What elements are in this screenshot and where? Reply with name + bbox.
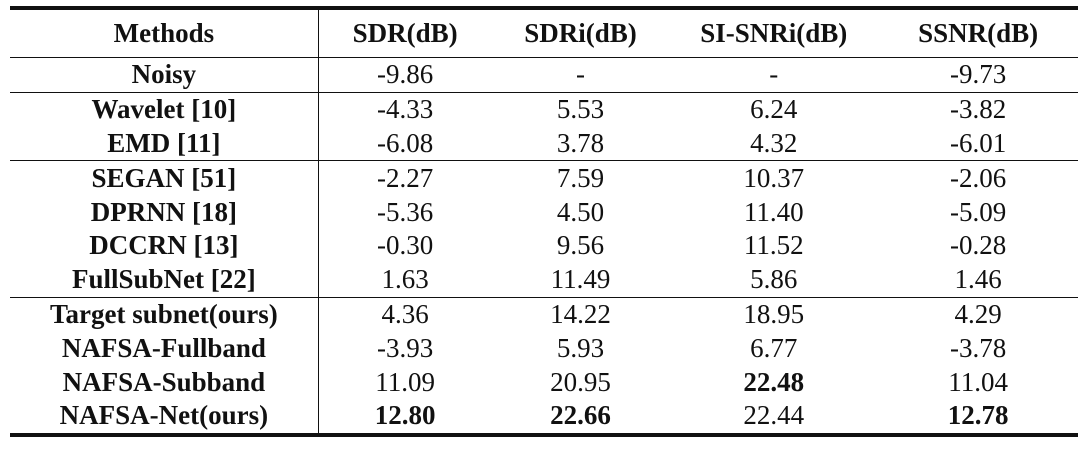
method-cell: Target subnet(ours) — [10, 297, 319, 332]
table-row: SEGAN [51] -2.27 7.59 10.37 -2.06 — [10, 160, 1078, 196]
ssnr-cell: 1.46 — [954, 264, 1002, 295]
sdr-cell: -6.08 — [377, 127, 434, 158]
si-snri-cell: 6.24 — [750, 94, 798, 125]
sdr-cell: 12.80 — [374, 400, 436, 431]
method-cell: NAFSA-Fullband — [10, 331, 319, 366]
ssnr-cell: -2.06 — [949, 162, 1007, 193]
method-cell: EMD [11] — [10, 126, 319, 161]
table-row: Wavelet [10] -4.33 5.53 6.24 -3.82 — [10, 92, 1078, 127]
header-si-snri: SI-SNRi(dB) — [700, 18, 848, 48]
header-sdri: SDRi(dB) — [524, 18, 637, 48]
sdr-cell: -3.93 — [377, 332, 434, 363]
ssnr-cell: -9.73 — [949, 59, 1007, 90]
method-cell: NAFSA-Net(ours) — [10, 398, 319, 435]
table-row: NAFSA-Subband 11.09 20.95 22.48 11.04 — [10, 365, 1078, 399]
sdri-cell: 5.53 — [556, 94, 605, 125]
method-cell: DCCRN [13] — [10, 228, 319, 263]
si-snri-cell: 11.40 — [743, 196, 804, 227]
sdr-cell: -0.30 — [377, 230, 434, 261]
sdri-cell: 20.95 — [550, 366, 611, 397]
table-row: DPRNN [18] -5.36 4.50 11.40 -5.09 — [10, 195, 1078, 229]
sdr-cell: 4.36 — [381, 298, 429, 329]
sdri-cell: 14.22 — [550, 298, 611, 329]
ssnr-cell: 4.29 — [954, 298, 1002, 329]
ssnr-cell: -6.01 — [949, 127, 1007, 158]
si-snri-cell: - — [769, 59, 779, 90]
si-snri-cell: 6.77 — [750, 332, 798, 363]
sdri-cell: 22.66 — [550, 400, 611, 431]
table-row: NAFSA-Fullband -3.93 5.93 6.77 -3.78 — [10, 331, 1078, 366]
header-methods: Methods — [10, 8, 319, 58]
sdr-cell: 11.09 — [375, 366, 436, 397]
sdri-cell: 7.59 — [556, 162, 605, 193]
table-row: NAFSA-Net(ours) 12.80 22.66 22.44 12.78 — [10, 398, 1078, 435]
header-ssnr: SSNR(dB) — [918, 18, 1039, 48]
si-snri-cell: 11.52 — [743, 230, 804, 261]
si-snri-cell: 10.37 — [743, 162, 805, 193]
sdr-cell: 1.63 — [381, 264, 429, 295]
si-snri-cell: 18.95 — [743, 298, 805, 329]
ssnr-cell: 11.04 — [948, 366, 1008, 397]
table-row: Target subnet(ours) 4.36 14.22 18.95 4.2… — [10, 297, 1078, 332]
method-cell: NAFSA-Subband — [10, 365, 319, 399]
method-cell: DPRNN [18] — [10, 195, 319, 229]
table-body: Noisy -9.86 - - -9.73 Wavelet [10] -4.33… — [10, 57, 1078, 435]
method-cell: Noisy — [10, 57, 319, 93]
ssnr-cell: -3.82 — [949, 94, 1007, 125]
table-row: FullSubNet [22] 1.63 11.49 5.86 1.46 — [10, 262, 1078, 298]
si-snri-cell: 4.32 — [750, 127, 798, 158]
si-snri-cell: 5.86 — [750, 264, 798, 295]
ssnr-cell: 12.78 — [947, 400, 1009, 431]
si-snri-cell: 22.48 — [743, 366, 805, 397]
table-row: EMD [11] -6.08 3.78 4.32 -6.01 — [10, 126, 1078, 161]
method-cell: Wavelet [10] — [10, 92, 319, 127]
sdr-cell: -5.36 — [377, 196, 434, 227]
method-cell: FullSubNet [22] — [10, 262, 319, 298]
si-snri-cell: 22.44 — [743, 400, 805, 431]
sdr-cell: -2.27 — [377, 162, 434, 193]
ssnr-cell: -5.09 — [949, 196, 1007, 227]
ssnr-cell: -0.28 — [949, 230, 1007, 261]
sdri-cell: 11.49 — [550, 264, 611, 295]
header-row: Methods SDR(dB) SDRi(dB) SI-SNRi(dB) SSN… — [10, 8, 1078, 58]
sdri-cell: - — [575, 59, 585, 90]
sdr-cell: -9.86 — [377, 59, 434, 90]
sdri-cell: 3.78 — [556, 127, 605, 158]
table-row: Noisy -9.86 - - -9.73 — [10, 57, 1078, 93]
table-row: DCCRN [13] -0.30 9.56 11.52 -0.28 — [10, 228, 1078, 263]
header-sdr: SDR(dB) — [352, 18, 458, 48]
sdri-cell: 9.56 — [556, 230, 605, 261]
ssnr-cell: -3.78 — [949, 332, 1007, 363]
method-cell: SEGAN [51] — [10, 160, 319, 196]
sdr-cell: -4.33 — [377, 94, 434, 125]
sdri-cell: 4.50 — [556, 196, 605, 227]
sdri-cell: 5.93 — [556, 332, 605, 363]
results-table: Methods SDR(dB) SDRi(dB) SI-SNRi(dB) SSN… — [10, 6, 1078, 437]
